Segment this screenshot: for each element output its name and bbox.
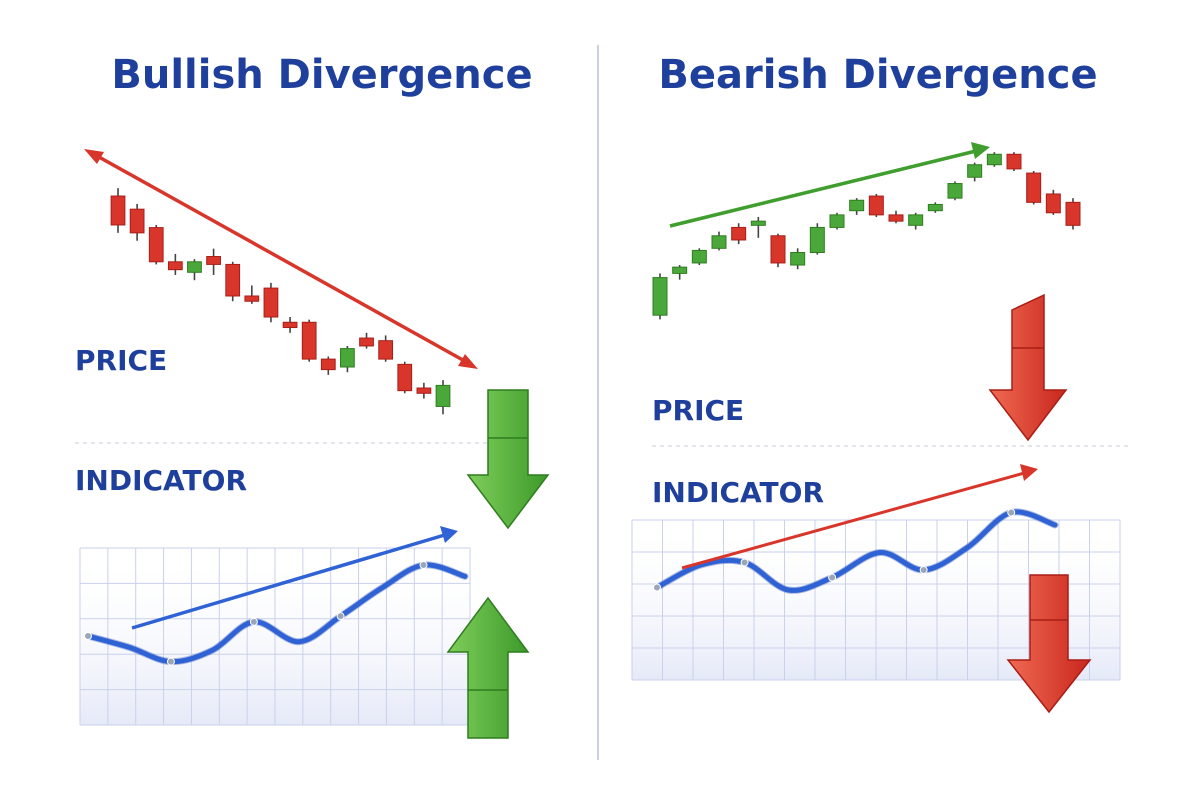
candle [1006, 152, 1022, 171]
indicator-point [740, 558, 749, 567]
bearish-price-label: PRICE [652, 394, 744, 427]
down-arrow-icon [988, 293, 1068, 442]
down-arrow-icon [1006, 574, 1092, 714]
candle [750, 216, 766, 238]
indicator-point [653, 583, 661, 592]
bullish-indicator-trend-arrow [131, 526, 458, 630]
candle [225, 261, 241, 302]
candle [244, 285, 260, 304]
candle [908, 212, 924, 230]
indicator-point [84, 632, 92, 641]
bearish-candles [652, 152, 1081, 320]
bullish-indicator-line [85, 562, 468, 665]
bullish-price-trend-arrow [84, 149, 478, 369]
candle [770, 233, 786, 268]
indicator-point [336, 612, 345, 621]
candle [435, 380, 451, 415]
indicator-point [1007, 508, 1016, 517]
candle [1026, 170, 1042, 205]
candle [691, 248, 707, 266]
candle [888, 210, 904, 224]
candle [397, 361, 413, 394]
candle [652, 273, 668, 320]
candle [359, 332, 374, 349]
bullish-price-label: PRICE [75, 344, 167, 377]
candle [672, 265, 688, 280]
indicator-point [166, 657, 175, 666]
candle [301, 319, 317, 362]
candle [986, 152, 1002, 167]
down-arrow-icon [466, 389, 550, 530]
candle [263, 282, 279, 323]
candle [1045, 189, 1061, 215]
indicator-point [919, 566, 928, 574]
candle [206, 248, 221, 275]
candle [790, 248, 806, 270]
candle [320, 356, 336, 375]
bullish-panel: Bullish Divergence PRICE INDICATOR [75, 52, 550, 739]
candle [731, 223, 747, 245]
bearish-indicator-series [653, 508, 1059, 594]
indicator-point [828, 573, 837, 582]
candle [1065, 198, 1081, 230]
candle [282, 317, 298, 333]
bullish-indicator-series [84, 561, 469, 666]
bearish-indicator-label: INDICATOR [652, 476, 824, 509]
candle [416, 382, 432, 399]
candle [927, 202, 943, 213]
candle [129, 203, 145, 241]
candle [868, 193, 884, 217]
bullish-indicator-grid [79, 547, 471, 726]
bearish-panel: Bearish Divergence PRICE INDICATOR [631, 52, 1130, 714]
candle [378, 335, 394, 362]
bearish-indicator-trend-arrow [681, 464, 1038, 570]
bearish-title: Bearish Divergence [658, 52, 1097, 98]
candle [340, 345, 355, 373]
indicator-point [419, 561, 428, 570]
candle [711, 231, 727, 251]
candle [849, 198, 865, 215]
indicator-point [249, 617, 258, 626]
candle [110, 188, 126, 233]
candle [148, 224, 164, 265]
candle [947, 181, 963, 201]
candle [187, 259, 202, 281]
candle [829, 212, 845, 230]
bearish-price-trend-arrow [669, 142, 990, 228]
up-arrow-icon [446, 596, 530, 739]
bullish-indicator-label: INDICATOR [75, 464, 247, 497]
bearish-indicator-line [654, 509, 1058, 593]
candle [167, 253, 183, 275]
bullish-candles [110, 188, 451, 415]
candle [809, 223, 825, 255]
candle [967, 162, 983, 182]
bullish-title: Bullish Divergence [111, 52, 532, 98]
